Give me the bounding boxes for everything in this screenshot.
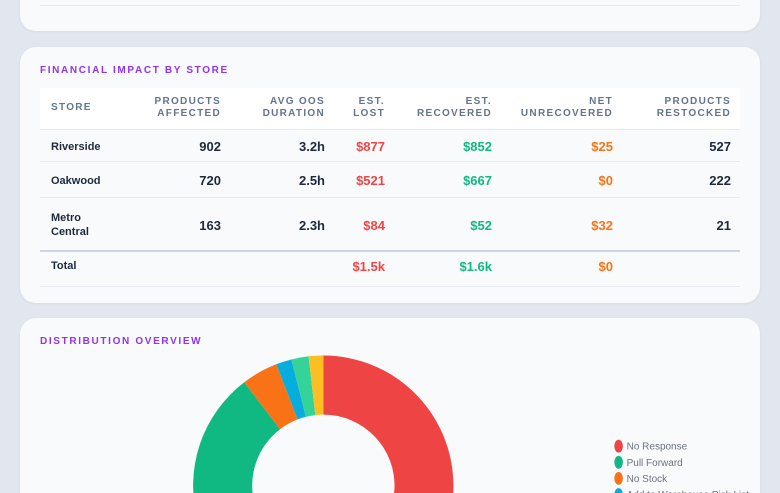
svg-text:No Response: No Response: [627, 441, 688, 452]
svg-text:No Stock: No Stock: [627, 473, 669, 484]
svg-text:Pull Forward: Pull Forward: [627, 457, 683, 468]
svg-text:Add to Warehouse Pick List: Add to Warehouse Pick List: [627, 490, 750, 493]
